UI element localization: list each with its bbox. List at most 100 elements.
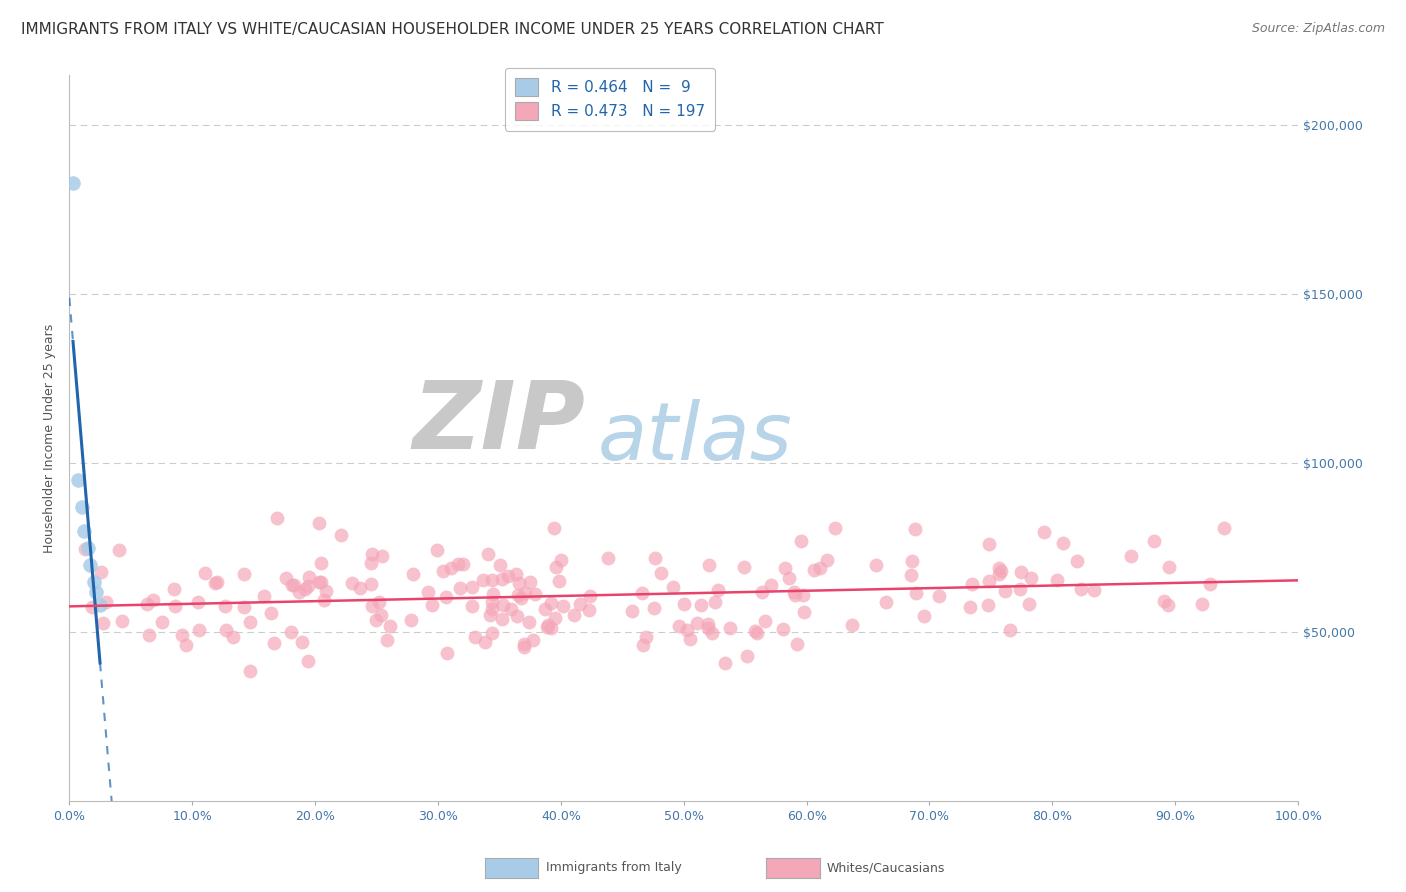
- Text: ZIP: ZIP: [412, 377, 585, 469]
- Point: [522, 633, 544, 648]
- Point: [644, 550, 666, 565]
- Point: [70, 500, 93, 515]
- Point: [432, 564, 454, 578]
- Point: [513, 637, 536, 651]
- Point: [1066, 554, 1088, 568]
- Point: [1191, 598, 1213, 612]
- Point: [280, 624, 302, 639]
- Point: [79, 558, 101, 572]
- Point: [163, 582, 186, 597]
- Point: [315, 583, 337, 598]
- Point: [290, 635, 312, 649]
- Point: [434, 591, 457, 605]
- Point: [900, 568, 922, 582]
- Point: [263, 636, 285, 650]
- Point: [253, 589, 276, 603]
- Point: [449, 582, 471, 596]
- Point: [426, 542, 449, 557]
- Point: [309, 575, 332, 590]
- Point: [808, 561, 831, 575]
- Point: [73, 524, 96, 538]
- Point: [1010, 565, 1032, 579]
- Point: [988, 566, 1011, 581]
- Point: [998, 623, 1021, 637]
- Text: IMMIGRANTS FROM ITALY VS WHITE/CAUCASIAN HOUSEHOLDER INCOME UNDER 25 YEARS CORRE: IMMIGRANTS FROM ITALY VS WHITE/CAUCASIAN…: [21, 22, 884, 37]
- Point: [778, 572, 800, 586]
- Point: [988, 560, 1011, 574]
- Point: [86, 585, 108, 599]
- Point: [962, 577, 984, 591]
- Point: [491, 612, 513, 626]
- Point: [472, 574, 495, 588]
- Text: Source: ZipAtlas.com: Source: ZipAtlas.com: [1251, 22, 1385, 36]
- Point: [83, 574, 105, 589]
- Point: [260, 606, 283, 620]
- Point: [361, 599, 384, 613]
- Point: [138, 628, 160, 642]
- Point: [1157, 598, 1180, 612]
- Point: [679, 632, 702, 647]
- Point: [1046, 573, 1069, 587]
- Point: [759, 578, 782, 592]
- Point: [464, 630, 486, 644]
- Point: [551, 599, 574, 614]
- Point: [489, 558, 512, 573]
- Point: [783, 588, 806, 602]
- Point: [297, 579, 319, 593]
- Point: [544, 611, 567, 625]
- Point: [977, 537, 1000, 551]
- Point: [481, 602, 503, 616]
- Y-axis label: Householder Income Under 25 years: Householder Income Under 25 years: [44, 324, 56, 553]
- Point: [990, 564, 1012, 578]
- Point: [673, 597, 696, 611]
- Point: [440, 561, 463, 575]
- Point: [1119, 549, 1142, 564]
- Point: [401, 613, 423, 627]
- Point: [364, 613, 387, 627]
- Point: [461, 580, 484, 594]
- Point: [165, 599, 187, 613]
- Point: [239, 615, 262, 630]
- Point: [786, 637, 808, 651]
- Point: [481, 595, 503, 609]
- Point: [772, 622, 794, 636]
- Point: [297, 654, 319, 668]
- Point: [696, 617, 718, 632]
- Point: [308, 574, 330, 589]
- Point: [977, 574, 1000, 588]
- Point: [309, 556, 332, 570]
- Point: [330, 527, 353, 541]
- Point: [378, 619, 401, 633]
- Point: [287, 585, 309, 599]
- Point: [453, 557, 475, 571]
- Text: Whites/Caucasians: Whites/Caucasians: [827, 862, 945, 874]
- Point: [491, 573, 513, 587]
- Point: [803, 563, 825, 577]
- Point: [735, 648, 758, 663]
- Point: [474, 634, 496, 648]
- Point: [481, 574, 503, 588]
- Point: [697, 558, 720, 573]
- Point: [91, 615, 114, 630]
- Point: [232, 567, 254, 582]
- Point: [506, 608, 529, 623]
- Point: [506, 588, 529, 602]
- Point: [75, 541, 97, 556]
- Point: [187, 623, 209, 637]
- Point: [174, 638, 197, 652]
- Point: [477, 547, 499, 561]
- Point: [194, 566, 217, 581]
- Point: [513, 640, 536, 655]
- Point: [1083, 583, 1105, 598]
- Point: [534, 601, 557, 615]
- Point: [793, 606, 815, 620]
- Point: [620, 604, 643, 618]
- Text: atlas: atlas: [598, 399, 793, 477]
- Point: [912, 608, 935, 623]
- Point: [274, 571, 297, 585]
- Point: [283, 578, 305, 592]
- Point: [875, 595, 897, 609]
- Point: [901, 554, 924, 568]
- Point: [537, 617, 560, 632]
- Point: [1033, 524, 1056, 539]
